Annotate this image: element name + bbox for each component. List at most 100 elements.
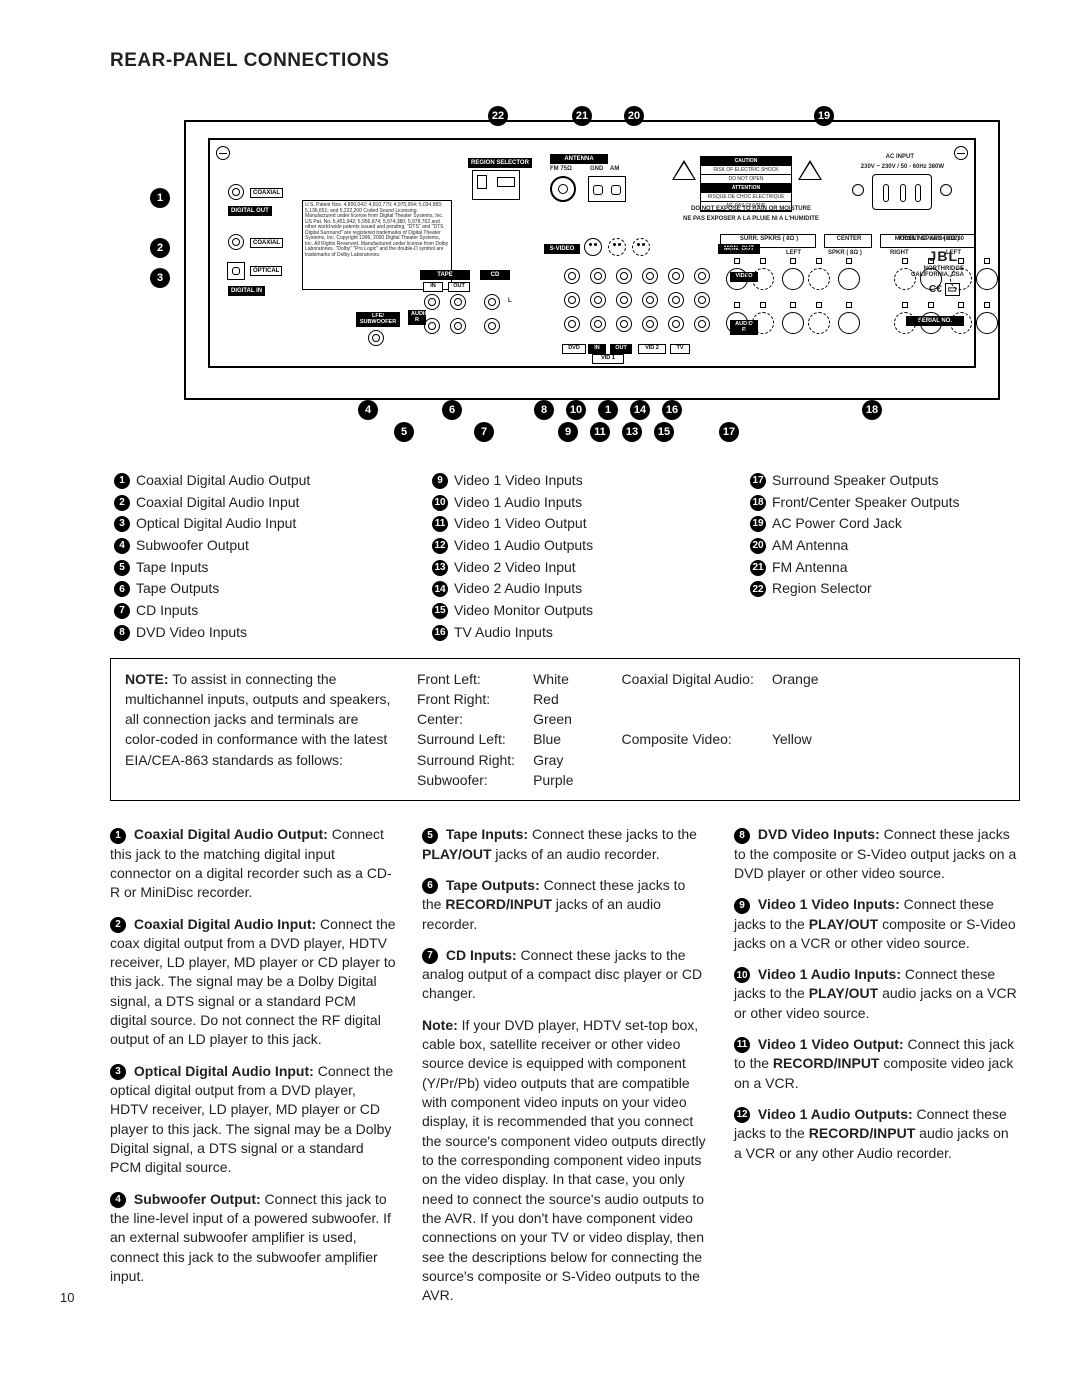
body-lead: Optical Digital Audio Input: (134, 1063, 314, 1079)
callout-bubble-21: 21 (572, 106, 592, 126)
speaker-terminal (920, 312, 942, 334)
gnd-label: GND (590, 166, 603, 172)
pair-key: Surround Left: (417, 729, 533, 749)
body-paragraph: 9 Video 1 Video Inputs: Connect these ja… (734, 895, 1020, 953)
callout-bubble-5: 5 (394, 422, 414, 442)
rear-panel-diagram: COAXIAL DIGITAL OUT COAXIAL OPTICAL DIGI… (104, 100, 1020, 440)
body-bubble-4: 4 (110, 1192, 126, 1208)
body-bubble-12: 12 (734, 1107, 750, 1123)
body-paragraph: 11 Video 1 Video Output: Connect this ja… (734, 1035, 1020, 1093)
body-lead: Coaxial Digital Audio Input: (134, 916, 316, 932)
speaker-terminal (838, 312, 860, 334)
pair-key: Front Left: (417, 669, 533, 689)
speaker-terminal (808, 268, 830, 290)
body-lead: Video 1 Video Output: (758, 1036, 904, 1052)
body-lead: CD Inputs: (446, 947, 517, 963)
body-bold2: PLAY/OUT (809, 985, 879, 1001)
callout-bubble-22: 22 (488, 106, 508, 126)
legend-row: 7 CD Inputs (114, 600, 384, 622)
legend-bubble-17: 17 (750, 473, 766, 489)
legend-bubble-19: 19 (750, 516, 766, 532)
body-paragraph: 7 CD Inputs: Connect these jacks to the … (422, 946, 708, 1004)
body-paragraph: 4 Subwoofer Output: Connect this jack to… (110, 1190, 396, 1287)
caution-l1: RISK OF ELECTRIC SHOCK (701, 166, 791, 175)
legend-text: Subwoofer Output (136, 535, 249, 557)
legend-bubble-9: 9 (432, 473, 448, 489)
rca-jack (564, 268, 580, 284)
legend-text: Region Selector (772, 578, 872, 600)
pair-val: Green (533, 709, 591, 729)
callout-bubble-7: 7 (474, 422, 494, 442)
page-number: 10 (60, 1290, 74, 1305)
body-txt: Connect the optical digital output from … (110, 1063, 393, 1176)
legend-row: 22 Region Selector (750, 578, 1020, 600)
callout-bubble-1: 1 (598, 400, 618, 420)
body-bubble-7: 7 (422, 948, 438, 964)
speaker-terminal (950, 268, 972, 290)
legend-row: 4Subwoofer Output (114, 535, 384, 557)
body-bold2: RECORD/INPUT (445, 896, 552, 912)
legend-row: 5Tape Inputs (114, 557, 384, 579)
rca-jack (668, 292, 684, 308)
legend-text: Video 2 Audio Inputs (454, 578, 582, 600)
rca-jack (668, 316, 684, 332)
rca-jack (590, 316, 606, 332)
body-lead: Video 1 Audio Inputs: (758, 966, 901, 982)
legend-row: 18Front/Center Speaker Outputs (750, 492, 1020, 514)
legend-row: 1Coaxial Digital Audio Output (114, 470, 384, 492)
callout-bubble-1: 1 (150, 188, 170, 208)
legend-bubble-7: 7 (114, 603, 130, 619)
rca-jack (642, 268, 658, 284)
body-bubble-6: 6 (422, 878, 438, 894)
body-txt: Connect these jacks to the (528, 826, 697, 842)
pair-val: Orange (772, 669, 837, 730)
body-bubble-1: 1 (110, 828, 126, 844)
body-lead: Tape Outputs: (446, 877, 540, 893)
legend-row: 13Video 2 Video Input (432, 557, 702, 579)
digital-in-label: DIGITAL IN (228, 286, 265, 296)
legend-row: 8DVD Video Inputs (114, 622, 384, 644)
legend-bubble-12: 12 (432, 538, 448, 554)
legend-text: CD Inputs (136, 600, 198, 622)
rca-jack (590, 292, 606, 308)
legend-text: AC Power Cord Jack (772, 513, 902, 535)
callout-bubble-2: 2 (150, 238, 170, 258)
legend-row: 14 Video 2 Audio Inputs (432, 578, 702, 600)
antenna-label: ANTENNA (550, 154, 608, 164)
body-bubble-3: 3 (110, 1064, 126, 1080)
rca-jack (642, 292, 658, 308)
body-paragraph: 2 Coaxial Digital Audio Input: Connect t… (110, 915, 396, 1050)
body-lead: Tape Inputs: (446, 826, 528, 842)
callout-legend: 1Coaxial Digital Audio Output2Coaxial Di… (110, 470, 1020, 644)
legend-row: 20AM Antenna (750, 535, 1020, 557)
caution-hdr: CAUTION (701, 157, 791, 166)
rca-jack (694, 268, 710, 284)
body-paragraph: 10 Video 1 Audio Inputs: Connect these j… (734, 965, 1020, 1023)
surr-r: RIGHT (730, 250, 749, 256)
body-lead: DVD Video Inputs: (758, 826, 880, 842)
legend-row: 2Coaxial Digital Audio Input (114, 492, 384, 514)
section-title: REAR-PANEL CONNECTIONS (110, 50, 1020, 72)
legend-bubble-22: 22 (750, 581, 766, 597)
legend-text: FM Antenna (772, 557, 848, 579)
rca-jack (694, 316, 710, 332)
speaker-terminal (808, 312, 830, 334)
body-lead: Coaxial Digital Audio Output: (134, 826, 328, 842)
coaxial-in-label: COAXIAL (250, 238, 283, 248)
callout-bubble-14: 14 (630, 400, 650, 420)
body-paragraph: 1 Coaxial Digital Audio Output: Connect … (110, 825, 396, 902)
legend-bubble-14: 14 (432, 581, 448, 597)
body-text: 1 Coaxial Digital Audio Output: Connect … (110, 825, 1020, 1305)
am-label: AM (610, 166, 619, 172)
ac-spec: 230V ~ 230V / 50 - 60Hz 380W (861, 164, 944, 170)
body-txt2: jacks of an audio recorder. (492, 846, 660, 862)
legend-bubble-16: 16 (432, 625, 448, 641)
color-pairs-2: Coaxial Digital Audio:OrangeComposite Vi… (622, 669, 837, 791)
front-r: RIGHT (890, 250, 909, 256)
legend-bubble-11: 11 (432, 516, 448, 532)
legend-text: Video 2 Video Input (454, 557, 576, 579)
callout-bubble-17: 17 (719, 422, 739, 442)
callout-bubble-6: 6 (442, 400, 462, 420)
center-sub: SPKR ( 8Ω ) (828, 250, 862, 256)
svideo-label: S-VIDEO (544, 244, 580, 254)
